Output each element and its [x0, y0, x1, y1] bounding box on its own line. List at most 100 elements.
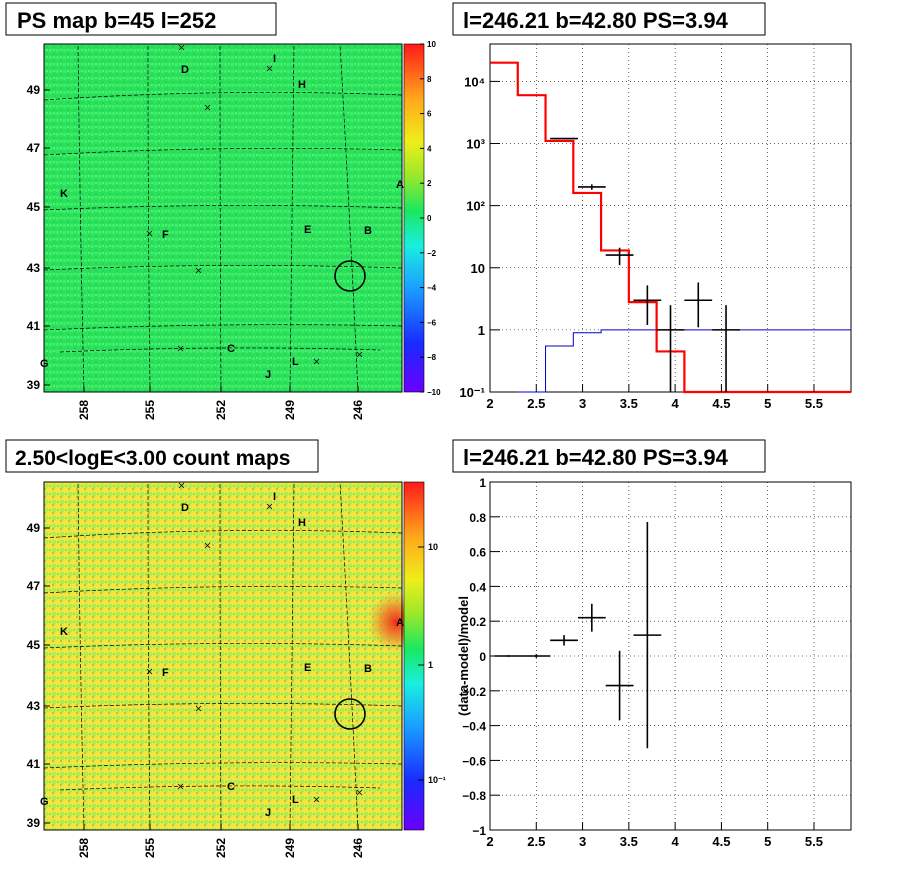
colorbar-tick-label: 8	[427, 75, 432, 84]
count-source-label-f: F	[162, 667, 169, 679]
spectrum-x-tick-label: 5	[764, 396, 771, 411]
residual-x-tick-label: 4.5	[712, 834, 730, 849]
spectrum-x-tick-label: 3	[579, 396, 586, 411]
count-source-label-j: J	[265, 807, 271, 819]
residual-y-tick-label: −0.4	[462, 720, 486, 734]
selected-source-circle	[334, 260, 366, 292]
spectrum-x-tick-label: 3.5	[620, 396, 638, 411]
lon-tick-label: 252	[214, 838, 228, 858]
count-source-label-b: B	[364, 663, 372, 675]
source-label-a: A	[396, 179, 404, 191]
residual-y-tick-label: 0.6	[469, 546, 486, 560]
residual-series	[494, 522, 662, 749]
spectrum-title: l=246.21 b=42.80 PS=3.94	[463, 8, 729, 33]
lon-tick-label: 249	[283, 838, 297, 858]
residual-y-tick-label: −0.6	[462, 754, 486, 768]
spectrum-x-tick-label: 2	[486, 396, 493, 411]
colorbar-tick-label: 10⁻¹	[428, 775, 446, 785]
spectrum-axes: 2 2.5 3 3.5 4 4.5 5 5.5 10⁻¹ 1 10 10² 10³ 10⁴	[459, 74, 823, 411]
lon-tick-label: 252	[214, 400, 228, 420]
count-map-selected-source-circle	[334, 698, 366, 730]
colorbar-tick-label: 1	[428, 660, 433, 670]
residual-panel: 2 2.5 3 3.5 4 4.5 5 5.5 1 0.8 0.6 0.4 0.2 0 −0.2 −0.4 −0…	[452, 439, 852, 849]
count-map-colorbar-ticks: 10 1 10⁻¹	[418, 542, 446, 785]
spectrum-series	[490, 61, 851, 394]
spectrum-x-tick-label: 2.5	[527, 396, 545, 411]
spectrum-y-tick-label: 10²	[466, 199, 485, 214]
count-map-image	[44, 482, 402, 830]
lat-tick-label: 43	[27, 261, 41, 275]
residual-y-tick-label: −0.2	[462, 685, 486, 699]
lat-tick-label: 45	[27, 200, 41, 214]
spectrum-x-tick-label: 4	[672, 396, 680, 411]
colorbar-tick-label: 0	[427, 214, 432, 223]
source-label-c: C	[227, 343, 235, 355]
count-source-label-k: K	[60, 626, 68, 638]
spectrum-x-tick-label: 5.5	[805, 396, 823, 411]
count-map-title: 2.50<logE<3.00 count maps	[15, 447, 290, 470]
lat-tick-label: 39	[27, 378, 41, 392]
spectrum-y-tick-label: 10³	[466, 137, 485, 152]
count-source-label-l: L	[292, 794, 299, 806]
lon-tick-label: 258	[77, 400, 91, 420]
spectrum-x-tick-label: 4.5	[712, 396, 730, 411]
residual-grid	[489, 481, 851, 831]
source-label-j: J	[265, 369, 271, 381]
lon-tick-label: 249	[283, 400, 297, 420]
count-map-lon-ticks: 258 255 252 249 246	[77, 824, 365, 858]
spectrum-background-model-line	[517, 329, 851, 393]
residual-x-tick-label: 5	[764, 834, 771, 849]
lat-tick-label: 43	[27, 699, 41, 713]
residual-y-tick-label: 1	[479, 476, 486, 490]
spectrum-y-tick-label: 10⁻¹	[459, 385, 485, 400]
colorbar-tick-label: 6	[427, 110, 432, 119]
colorbar-tick-label: −4	[427, 284, 437, 293]
count-source-label-h: H	[298, 517, 306, 529]
count-source-label-d: D	[181, 502, 189, 514]
lat-tick-label: 49	[27, 83, 41, 97]
lon-tick-label: 246	[351, 838, 365, 858]
ps-map-title: PS map b=45 l=252	[17, 8, 216, 33]
residual-x-tick-label: 2.5	[527, 834, 545, 849]
count-map-graticule	[43, 481, 403, 831]
count-source-label-i: I	[273, 491, 276, 503]
source-label-b: B	[364, 225, 372, 237]
residual-y-tick-label: 0.4	[469, 580, 486, 594]
residual-x-tick-label: 4	[672, 834, 680, 849]
residual-y-tick-label: −1	[472, 824, 486, 838]
lon-tick-label: 246	[351, 400, 365, 420]
colorbar-tick-label: 2	[427, 179, 432, 188]
lat-tick-label: 47	[27, 579, 41, 593]
ps-map-colorbar-ticks: 10 8 6 4 2 0 −2 −4 −6 −8 −10	[420, 40, 441, 397]
source-label-l: L	[292, 356, 299, 368]
spectrum-y-tick-label: 10	[471, 261, 485, 276]
source-label-f: F	[162, 229, 169, 241]
spectrum-panel: 2 2.5 3 3.5 4 4.5 5 5.5 10⁻¹ 1 10 10² 10³ 10⁴ l=246.2…	[452, 2, 852, 411]
spectrum-y-tick-label: 1	[478, 323, 485, 338]
residual-x-tick-label: 3	[579, 834, 586, 849]
spectrum-y-tick-label: 10⁴	[464, 74, 485, 89]
lat-tick-label: 41	[27, 319, 41, 333]
ps-map-cross-markers	[146, 44, 363, 365]
count-source-label-e: E	[304, 662, 311, 674]
ps-map-lon-ticks: 258 255 252 249 246	[77, 386, 365, 420]
lat-tick-label: 49	[27, 521, 41, 535]
lon-tick-label: 255	[143, 400, 157, 420]
colorbar-tick-label: −2	[427, 249, 437, 258]
lat-tick-label: 39	[27, 816, 41, 830]
lon-tick-label: 255	[143, 838, 157, 858]
residual-axes: 2 2.5 3 3.5 4 4.5 5 5.5 1 0.8 0.6 0.4 0.2 0 −0.2 −0.4 −0…	[462, 476, 823, 849]
residual-y-tick-label: 0.2	[469, 615, 486, 629]
residual-ylabel: (data-model)/model	[456, 596, 471, 716]
source-label-d: D	[181, 64, 189, 76]
ps-map-graticule	[43, 43, 403, 393]
count-source-label-a: A	[396, 617, 404, 629]
count-map-colorbar	[403, 481, 425, 831]
lon-tick-label: 258	[77, 838, 91, 858]
colorbar-tick-label: 10	[427, 40, 436, 49]
residual-y-tick-label: −0.8	[462, 789, 486, 803]
residual-y-tick-label: 0	[479, 650, 486, 664]
count-map-lat-ticks: 49 47 45 43 41 39	[27, 521, 50, 830]
